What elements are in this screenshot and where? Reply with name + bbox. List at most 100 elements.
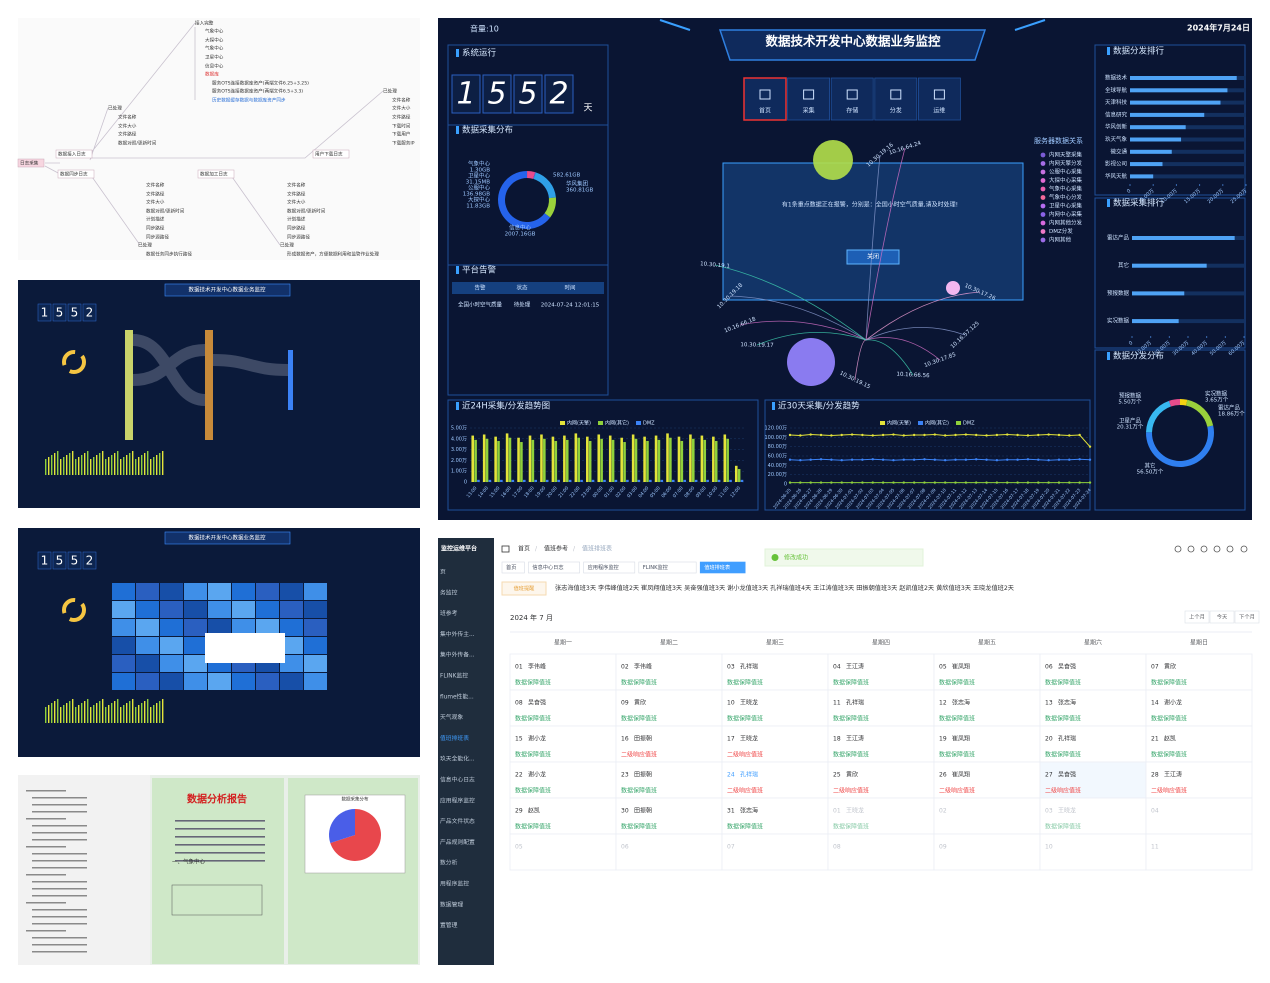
menu-item[interactable]: 页 — [440, 569, 446, 576]
thumb-heat-cell — [112, 655, 135, 672]
day-cell[interactable] — [509, 797, 617, 835]
toolbar-icon[interactable] — [1200, 545, 1208, 553]
menu-item[interactable]: 应用程序监控 — [440, 796, 475, 804]
thumb-title: 数据技术开发中心数据业务监控 — [188, 534, 266, 542]
x-tick-label: 0 — [1126, 188, 1132, 195]
menu-item[interactable]: 务监控 — [440, 588, 458, 596]
tab[interactable] — [583, 561, 636, 574]
thumb-heat-cell — [232, 583, 255, 600]
day-cell[interactable] — [615, 761, 723, 799]
y-tick-label: 60.00万 — [768, 454, 787, 460]
thumb-heat-cell — [304, 583, 327, 600]
toolbar-icon[interactable] — [1226, 545, 1234, 553]
day-cell[interactable] — [615, 689, 723, 727]
day-cell[interactable] — [1039, 833, 1147, 871]
bar — [680, 440, 684, 482]
menu-item[interactable]: flume性能... — [440, 692, 474, 700]
day-cell[interactable] — [827, 653, 935, 691]
month-button[interactable] — [1209, 610, 1235, 624]
modal-button[interactable] — [846, 249, 900, 265]
menu-item[interactable]: 数据管理 — [440, 900, 463, 908]
day-cell[interactable] — [1145, 833, 1253, 871]
tab[interactable] — [501, 561, 525, 574]
toolbar-icon[interactable] — [1174, 545, 1182, 553]
thumb-bar — [93, 705, 95, 723]
line-point — [809, 433, 812, 436]
duty-person: 孔祥瑞 — [740, 771, 758, 779]
mindmap-node: 同步路径 — [146, 225, 165, 232]
line-point — [809, 458, 812, 461]
mindmap-node: 文件路径 — [146, 191, 165, 198]
day-cell[interactable] — [1145, 761, 1253, 799]
menu-item[interactable]: 值班排班表 — [440, 734, 469, 742]
bar — [631, 434, 635, 482]
day-cell[interactable] — [827, 761, 935, 799]
menu-item[interactable]: 置管理 — [440, 921, 458, 929]
day-cell[interactable] — [1145, 797, 1253, 835]
day-cell[interactable] — [933, 761, 1041, 799]
day-number: 26 — [939, 772, 947, 779]
menu-item[interactable]: 数分析 — [440, 859, 458, 867]
toolbar-icon[interactable] — [1213, 545, 1221, 553]
menu-item[interactable]: 信息中心日志 — [440, 776, 475, 784]
day-cell[interactable] — [827, 797, 935, 835]
thumb-bar — [54, 701, 56, 723]
day-cell[interactable] — [1145, 689, 1253, 727]
thumb-bar — [75, 459, 77, 475]
day-cell[interactable] — [1145, 653, 1253, 691]
day-cell[interactable] — [827, 833, 935, 871]
thumb-sankey-node — [205, 330, 213, 440]
dashboard-frames — [447, 44, 1246, 511]
day-cell[interactable] — [721, 725, 829, 763]
thumb-heat-cell — [256, 601, 279, 618]
thumb-bar — [48, 705, 50, 723]
day-cell[interactable] — [509, 653, 617, 691]
tab[interactable] — [699, 561, 746, 574]
day-cell[interactable] — [1039, 725, 1147, 763]
day-cell[interactable] — [933, 833, 1041, 871]
day-cell[interactable] — [509, 725, 617, 763]
day-cell[interactable] — [721, 797, 829, 835]
menu-item[interactable]: 集中外传备... — [440, 651, 475, 659]
tab[interactable] — [528, 561, 580, 574]
day-cell[interactable] — [615, 725, 723, 763]
menu-item[interactable]: 班参考 — [440, 609, 458, 617]
menu-item[interactable]: 集中外传主... — [440, 630, 475, 638]
day-cell[interactable] — [721, 689, 829, 727]
day-cell[interactable] — [1039, 689, 1147, 727]
day-cell[interactable] — [1145, 725, 1253, 763]
day-cell[interactable] — [615, 833, 723, 871]
line-point — [1006, 458, 1009, 461]
month-button[interactable] — [1184, 610, 1210, 624]
day-cell[interactable] — [615, 653, 723, 691]
menu-item[interactable]: 产品规则配置 — [440, 838, 475, 846]
menu-item[interactable]: 用程序监控 — [440, 880, 469, 888]
thumb-bar — [111, 455, 113, 475]
line-point — [933, 458, 937, 461]
weekday: 星期六 — [1084, 639, 1102, 647]
tab[interactable] — [638, 561, 697, 574]
day-cell[interactable] — [721, 833, 829, 871]
menu-item[interactable]: 产品文件状态 — [440, 817, 475, 825]
day-cell[interactable] — [827, 689, 935, 727]
month-button[interactable] — [1234, 610, 1260, 624]
day-cell[interactable] — [933, 689, 1041, 727]
day-cell[interactable] — [827, 725, 935, 763]
day-cell[interactable] — [1039, 797, 1147, 835]
line-point — [788, 481, 792, 484]
day-cell[interactable] — [509, 833, 617, 871]
toolbar-icon[interactable] — [1187, 545, 1195, 553]
legend-item: 气象中心采集 — [1049, 185, 1083, 193]
menu-item[interactable]: 玖天全能化... — [440, 755, 475, 763]
day-cell[interactable] — [933, 797, 1041, 835]
thumb-bar — [87, 699, 89, 723]
pie-label: 公服中心 — [468, 184, 491, 192]
day-cell[interactable] — [509, 689, 617, 727]
day-cell[interactable] — [933, 653, 1041, 691]
duty-type: 二级响应值班 — [1045, 787, 1081, 795]
menu-item[interactable]: 天气观象 — [440, 713, 463, 721]
toolbar-icon[interactable] — [1240, 545, 1248, 553]
duty-type: 数据保障值班 — [833, 823, 869, 831]
bar — [600, 438, 603, 482]
menu-item[interactable]: FLINK监控 — [440, 672, 468, 680]
